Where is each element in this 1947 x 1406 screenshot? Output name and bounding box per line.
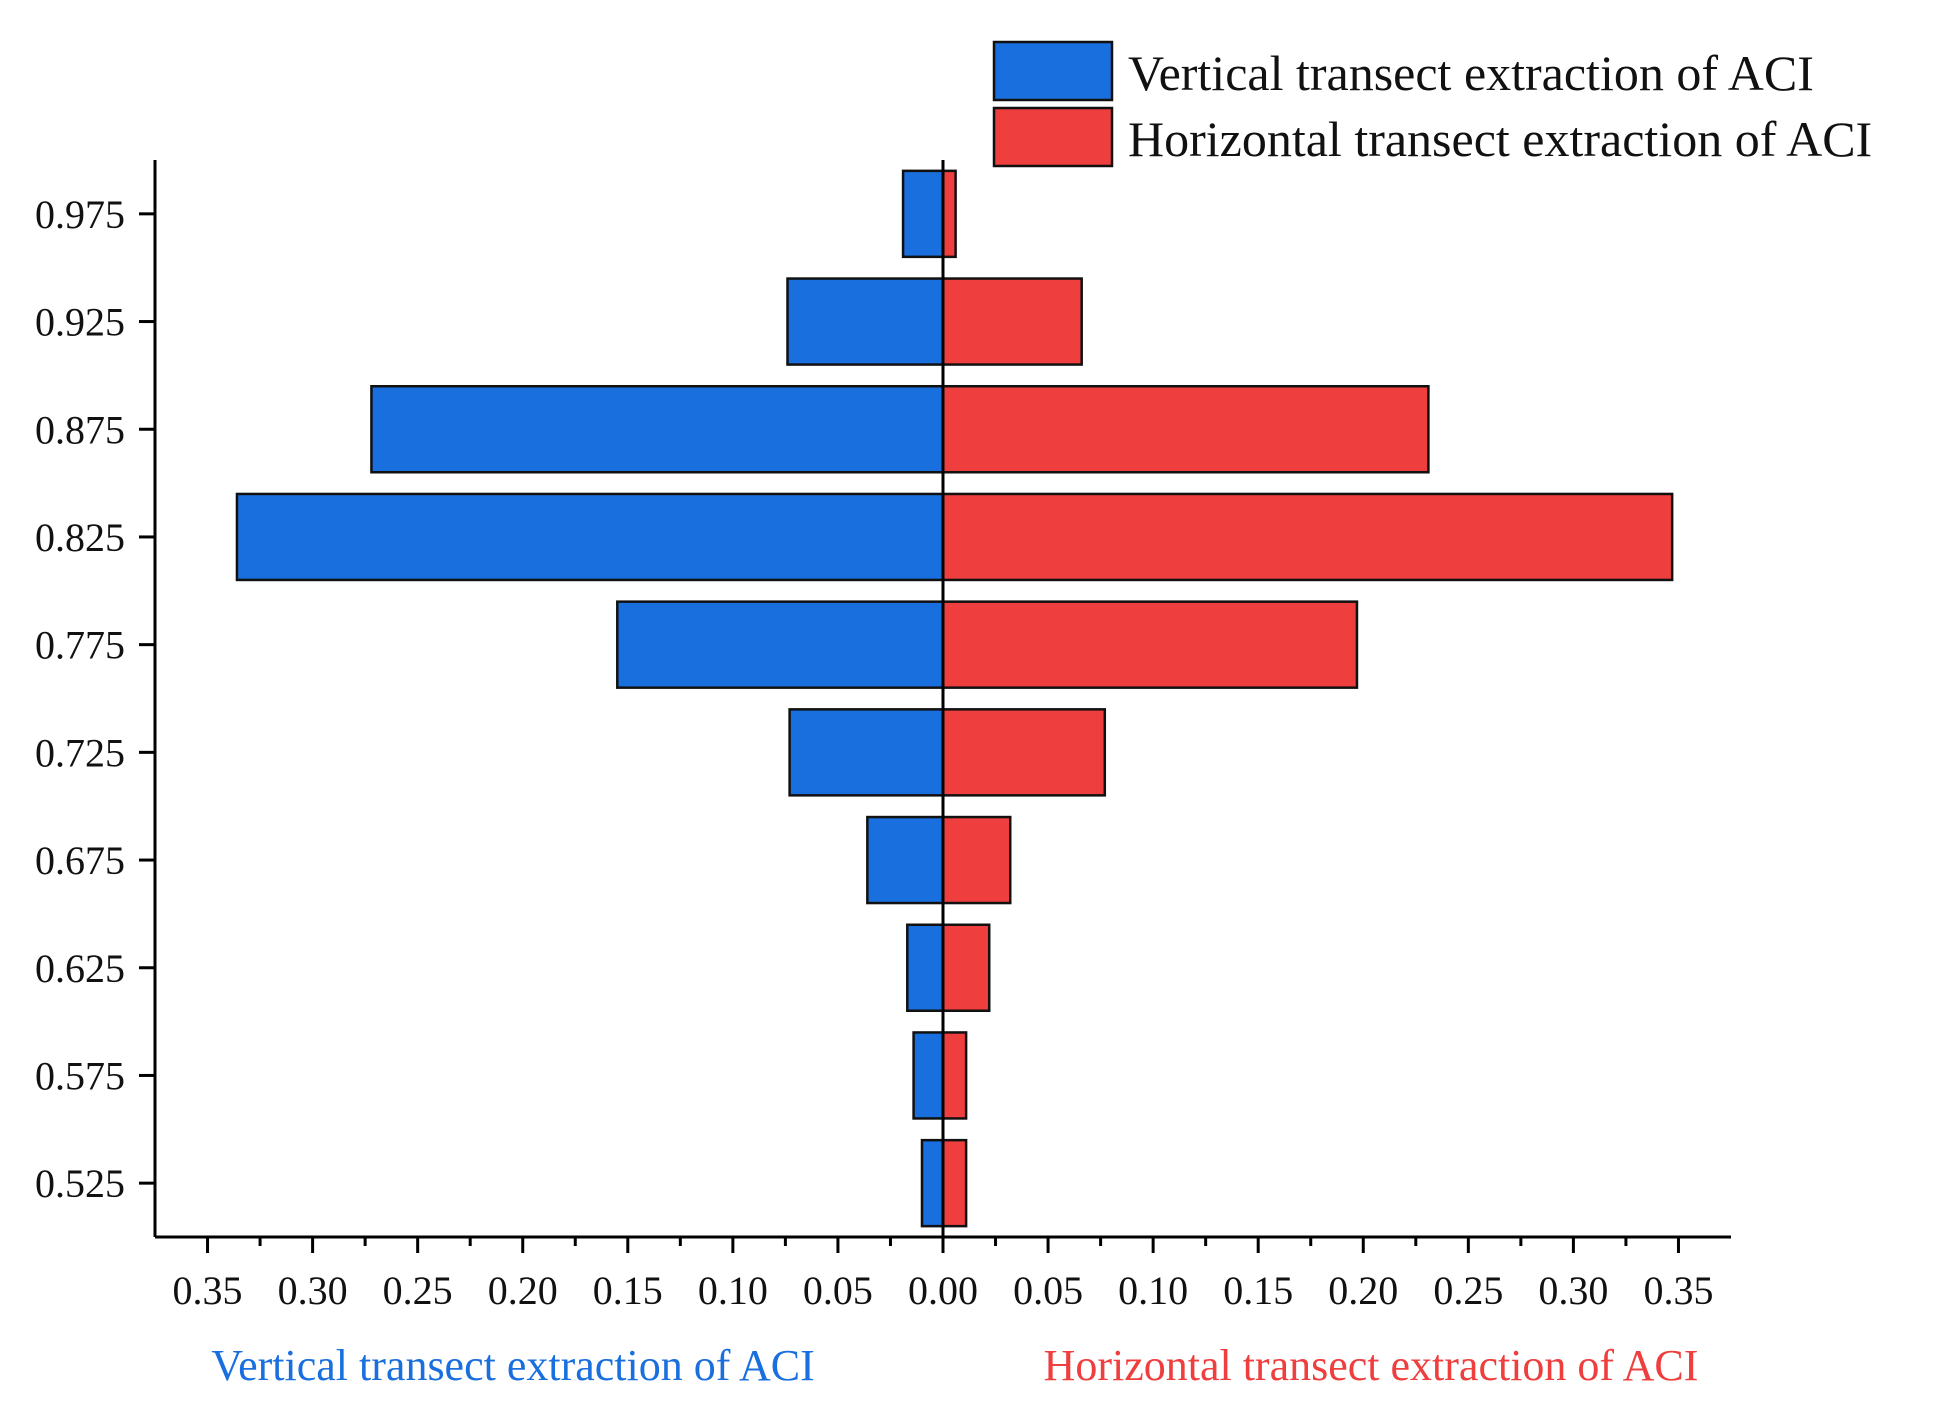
bar-horizontal-0.775 <box>941 600 1359 689</box>
legend-label-vertical: Vertical transect extraction of ACI <box>1128 45 1814 101</box>
x-tick-label: 0.20 <box>1328 1268 1398 1313</box>
bars-group <box>235 169 1674 1228</box>
y-tick-label: 0.875 <box>35 407 125 452</box>
bar-vertical-0.625 <box>906 923 945 1012</box>
y-tick-label: 0.625 <box>35 946 125 991</box>
legend: Vertical transect extraction of ACI Hori… <box>992 40 1872 168</box>
bar-vertical-0.825 <box>235 492 945 582</box>
bar-horizontal-0.575 <box>941 1031 968 1120</box>
y-tick-label: 0.825 <box>35 515 125 560</box>
y-tick-label: 0.725 <box>35 730 125 775</box>
x-tick-label: 0.10 <box>1118 1268 1188 1313</box>
x-tick-label: 0.35 <box>1643 1268 1713 1313</box>
bar-vertical-0.925 <box>786 277 945 366</box>
bar-vertical-0.725 <box>788 708 945 797</box>
x-tick-label: 0.30 <box>1538 1268 1608 1313</box>
y-tick-label: 0.525 <box>35 1161 125 1206</box>
bar-vertical-0.775 <box>616 600 945 689</box>
bar-horizontal-0.525 <box>941 1138 968 1228</box>
y-tick-label: 0.975 <box>35 192 125 237</box>
y-tick-label: 0.575 <box>35 1053 125 1098</box>
bar-horizontal-0.875 <box>941 385 1430 474</box>
bar-horizontal-0.825 <box>941 492 1674 582</box>
x-tick-label: 0.05 <box>1013 1268 1083 1313</box>
bar-horizontal-0.725 <box>941 708 1107 797</box>
x-axis-title-left: Vertical transect extraction of ACI <box>211 1341 815 1390</box>
bar-vertical-0.675 <box>866 815 945 905</box>
legend-label-horizontal: Horizontal transect extraction of ACI <box>1128 111 1872 167</box>
bar-horizontal-0.675 <box>941 815 1012 905</box>
y-tick-label: 0.925 <box>35 300 125 345</box>
y-tick-label: 0.775 <box>35 623 125 668</box>
x-tick-label: 0.35 <box>173 1268 243 1313</box>
legend-swatch-vertical <box>992 40 1114 102</box>
x-axis-title-right: Horizontal transect extraction of ACI <box>1044 1341 1699 1390</box>
x-tick-label: 0.15 <box>593 1268 663 1313</box>
x-tick-label: 0.25 <box>1433 1268 1503 1313</box>
x-tick-label: 0.25 <box>383 1268 453 1313</box>
y-tick-label: 0.675 <box>35 838 125 883</box>
bar-vertical-0.975 <box>901 169 945 259</box>
y-ticks-group: 0.525 0.575 0.625 0.675 0.725 0.775 0.825 0.875… <box>35 192 155 1206</box>
bar-vertical-0.875 <box>370 385 945 474</box>
x-ticks-group: 0.35 0.30 0.25 0.20 0.15 0.10 0.05 0.00 0.05 0.10… <box>173 1237 1713 1313</box>
bar-vertical-0.575 <box>912 1031 945 1120</box>
bar-horizontal-0.975 <box>941 169 957 259</box>
x-tick-label: 0.20 <box>488 1268 558 1313</box>
bar-vertical-0.525 <box>920 1138 945 1228</box>
bar-horizontal-0.625 <box>941 923 991 1012</box>
legend-swatch-horizontal <box>992 106 1114 168</box>
x-tick-label: 0.10 <box>698 1268 768 1313</box>
x-tick-label: 0.00 <box>908 1268 978 1313</box>
bar-horizontal-0.925 <box>941 277 1083 366</box>
x-tick-label: 0.30 <box>278 1268 348 1313</box>
x-tick-label: 0.05 <box>803 1268 873 1313</box>
x-tick-label: 0.15 <box>1223 1268 1293 1313</box>
